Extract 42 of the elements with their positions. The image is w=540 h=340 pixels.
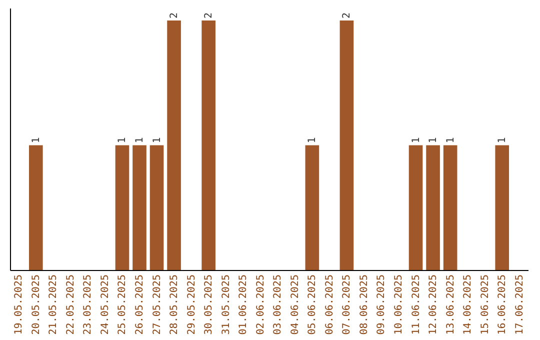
x-tick-label: 06.06.2025 [324, 274, 336, 335]
x-tick-label: 25.05.2025 [117, 274, 128, 335]
x-tick-label: 11.06.2025 [410, 274, 422, 335]
data-label: 2 [342, 12, 353, 18]
x-tick-label: 08.06.2025 [358, 274, 370, 335]
x-tick-label: 13.06.2025 [445, 274, 456, 335]
data-label: 1 [428, 137, 440, 144]
data-label: 1 [152, 137, 163, 144]
x-tick-label: 29.05.2025 [186, 274, 198, 335]
x-tick-label: 10.06.2025 [394, 274, 404, 335]
x-tick-label: 19.05.2025 [14, 274, 25, 335]
data-label: 1 [410, 137, 422, 144]
x-tick-label: 28.05.2025 [169, 274, 180, 335]
x-tick-label: 31.05.2025 [220, 274, 232, 335]
x-tick-label: 12.06.2025 [428, 274, 440, 335]
x-tick-label: 01.06.2025 [238, 274, 250, 335]
x-tick-label: 05.06.2025 [307, 274, 318, 335]
x-tick-label: 03.06.2025 [272, 274, 284, 335]
data-label: 1 [134, 137, 146, 144]
x-tick-label: 27.05.2025 [152, 274, 163, 335]
x-tick-label: 22.05.2025 [65, 274, 76, 335]
x-tick-label: 14.06.2025 [462, 274, 474, 335]
x-tick-label: 24.05.2025 [100, 274, 111, 335]
x-tick-label: 07.06.2025 [342, 274, 353, 335]
data-label: 1 [497, 137, 508, 144]
x-tick-label: 02.06.2025 [255, 274, 266, 335]
data-label: 1 [307, 137, 318, 144]
x-tick-label: 26.05.2025 [134, 274, 146, 335]
data-label: 1 [30, 137, 42, 144]
x-tick-label: 30.05.2025 [204, 274, 215, 335]
x-tick-label: 17.06.2025 [514, 274, 526, 335]
data-label: 1 [117, 137, 128, 144]
x-tick-label: 20.05.2025 [30, 274, 42, 335]
x-tick-label: 21.05.2025 [48, 274, 60, 335]
data-label: 2 [169, 12, 180, 18]
x-tick-label: 09.06.2025 [376, 274, 388, 335]
x-tick-label: 04.06.2025 [290, 274, 301, 335]
data-label: 2 [204, 12, 215, 18]
data-label: 1 [445, 137, 456, 144]
x-tick-label: 15.06.2025 [480, 274, 491, 335]
x-tick-label: 16.06.2025 [497, 274, 508, 335]
x-tick-label: 23.05.2025 [82, 274, 94, 335]
